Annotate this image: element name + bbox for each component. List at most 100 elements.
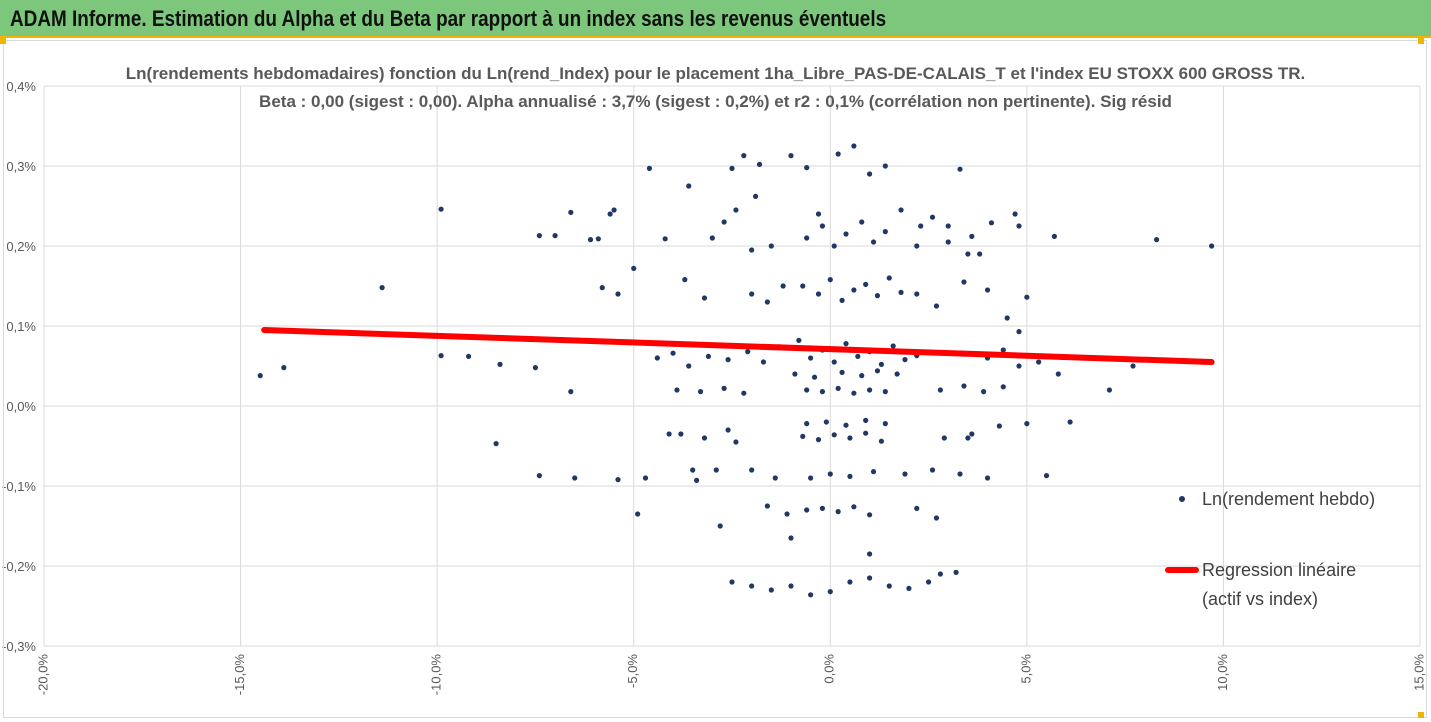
data-point	[965, 435, 971, 441]
data-point	[493, 441, 499, 447]
data-point	[835, 509, 841, 515]
data-point	[981, 389, 987, 395]
data-point	[831, 243, 837, 249]
x-tick-label: 5,0%	[1018, 654, 1033, 684]
data-point	[497, 361, 503, 367]
data-point	[906, 585, 912, 592]
data-point	[760, 359, 767, 365]
x-tick-label: -10,0%	[429, 654, 444, 696]
data-point	[851, 143, 857, 149]
data-point	[937, 387, 943, 393]
chart-subtitle: Beta : 0,00 (sigest : 0,00). Alpha annua…	[259, 92, 1172, 111]
data-point	[811, 374, 818, 380]
x-tick-label: 10,0%	[1215, 654, 1230, 691]
data-point	[819, 389, 826, 395]
data-point	[678, 431, 684, 437]
data-point	[902, 357, 908, 363]
data-point	[898, 289, 904, 295]
corner-mark-right	[1418, 38, 1424, 44]
data-point	[867, 575, 873, 581]
y-tick-label: -0,3%	[2, 639, 36, 654]
data-point	[800, 433, 806, 439]
data-point	[851, 390, 857, 396]
data-point	[882, 421, 888, 427]
data-point	[969, 233, 975, 239]
chart-frame	[3, 40, 1427, 718]
data-point	[764, 503, 770, 509]
data-point	[713, 467, 719, 473]
data-point	[863, 430, 869, 436]
data-point	[686, 363, 692, 369]
data-point	[874, 293, 881, 299]
data-point	[941, 435, 947, 441]
data-point	[1016, 223, 1022, 229]
data-point	[870, 469, 877, 475]
data-point	[465, 353, 472, 359]
data-point	[1000, 384, 1006, 390]
data-point	[867, 551, 873, 557]
data-point	[694, 477, 700, 483]
data-point	[859, 373, 865, 379]
data-point	[642, 475, 649, 481]
data-point	[957, 471, 963, 477]
data-point	[729, 165, 735, 171]
data-point	[611, 207, 617, 213]
data-point	[890, 343, 896, 349]
data-point	[1016, 363, 1022, 369]
data-point	[257, 373, 263, 379]
data-point	[768, 243, 774, 249]
data-point	[532, 365, 539, 371]
data-point	[752, 193, 759, 199]
data-point	[709, 235, 715, 241]
data-point	[882, 389, 888, 395]
data-point	[878, 438, 884, 444]
data-point	[969, 431, 975, 437]
data-point	[1055, 371, 1061, 377]
data-point	[804, 421, 810, 427]
data-point	[1004, 315, 1010, 321]
data-point	[552, 233, 558, 239]
data-point	[863, 417, 869, 423]
data-point	[961, 279, 967, 285]
chart-title: Ln(rendements hebdomadaires) fonction du…	[125, 64, 1306, 83]
data-point	[902, 471, 908, 477]
regression-line	[261, 327, 1215, 365]
data-point	[1153, 237, 1160, 243]
y-tick-label: -0,2%	[2, 559, 36, 574]
data-point	[536, 233, 542, 239]
data-point	[953, 569, 959, 576]
data-point	[859, 219, 865, 225]
data-point	[631, 265, 637, 271]
data-point	[1012, 211, 1018, 217]
data-point	[741, 390, 747, 396]
data-point	[886, 583, 892, 589]
data-point	[835, 385, 841, 391]
data-point	[977, 251, 983, 257]
y-tick-label: 0,2%	[6, 239, 36, 254]
legend-label-regression-line-2: (actif vs index)	[1202, 589, 1319, 609]
data-point	[988, 220, 995, 226]
data-point	[721, 385, 727, 391]
data-point	[918, 223, 924, 229]
data-point	[749, 291, 755, 297]
data-point	[827, 471, 833, 477]
data-point	[595, 236, 601, 242]
data-point	[1000, 347, 1006, 353]
data-point	[847, 473, 853, 479]
data-point	[1130, 363, 1136, 369]
data-point	[965, 251, 971, 257]
data-point	[870, 239, 877, 245]
data-point	[646, 165, 653, 171]
data-point	[894, 371, 900, 377]
data-point	[701, 295, 708, 301]
data-point	[662, 236, 668, 242]
data-point	[800, 283, 806, 289]
data-point	[819, 505, 826, 511]
data-point	[937, 571, 943, 577]
y-tick-label: 0,4%	[6, 79, 36, 94]
page-title: ADAM Informe. Estimation du Alpha et du …	[10, 6, 887, 31]
data-point	[1106, 387, 1113, 393]
data-point	[886, 275, 892, 281]
y-tick-label: -0,1%	[2, 479, 36, 494]
data-point	[745, 349, 751, 355]
